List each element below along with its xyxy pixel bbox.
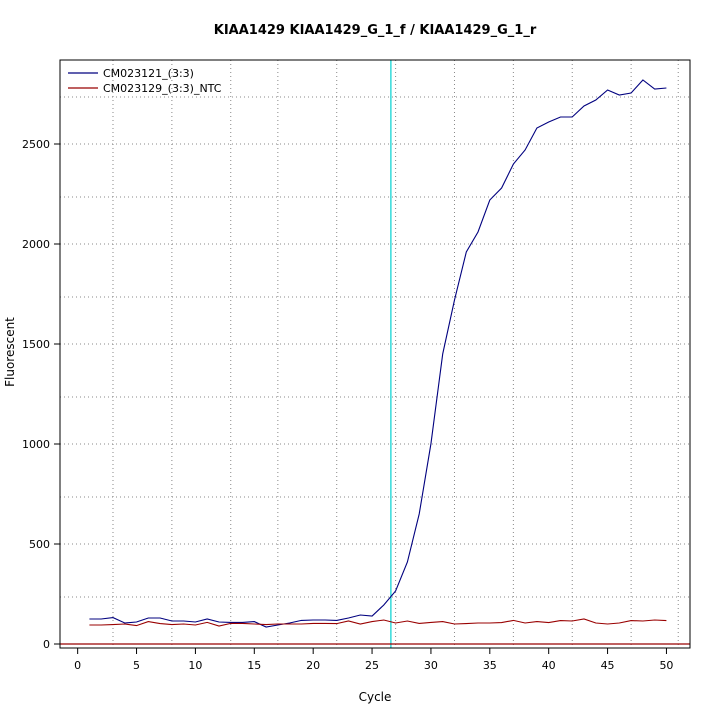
x-tick-label: 25 (365, 659, 379, 672)
y-axis-label: Fluorescent (3, 317, 17, 387)
series-line-2 (89, 618, 667, 627)
x-tick-label: 45 (601, 659, 615, 672)
x-tick-label: 15 (247, 659, 261, 672)
x-tick-label: 10 (188, 659, 202, 672)
x-tick-label: 0 (74, 659, 81, 672)
x-tick-label: 40 (542, 659, 556, 672)
x-tick-label: 20 (306, 659, 320, 672)
y-tick-label: 1500 (22, 338, 50, 351)
grid-lines (60, 60, 690, 648)
legend: CM023121_(3:3) CM023129_(3:3)_NTC (68, 67, 222, 95)
y-tick-label: 1000 (22, 438, 50, 451)
y-tick-label: 2500 (22, 138, 50, 151)
y-tick-label: 2000 (22, 238, 50, 251)
y-tick-label: 0 (43, 638, 50, 651)
plot-frame (59, 59, 691, 649)
series-lines (89, 79, 667, 628)
x-tick-label: 35 (483, 659, 497, 672)
chart-title: KIAA1429 KIAA1429_G_1_f / KIAA1429_G_1_r (214, 23, 537, 38)
threshold-line-group (60, 60, 690, 648)
y-tick-label: 500 (29, 538, 50, 551)
x-tick-label: 30 (424, 659, 438, 672)
x-tick-label: 5 (133, 659, 140, 672)
series-line-1 (89, 79, 667, 628)
x-tick-label: 50 (659, 659, 673, 672)
legend-label-2: CM023129_(3:3)_NTC (103, 82, 222, 95)
x-axis-label: Cycle (359, 690, 392, 704)
legend-label-1: CM023121_(3:3) (103, 67, 194, 80)
